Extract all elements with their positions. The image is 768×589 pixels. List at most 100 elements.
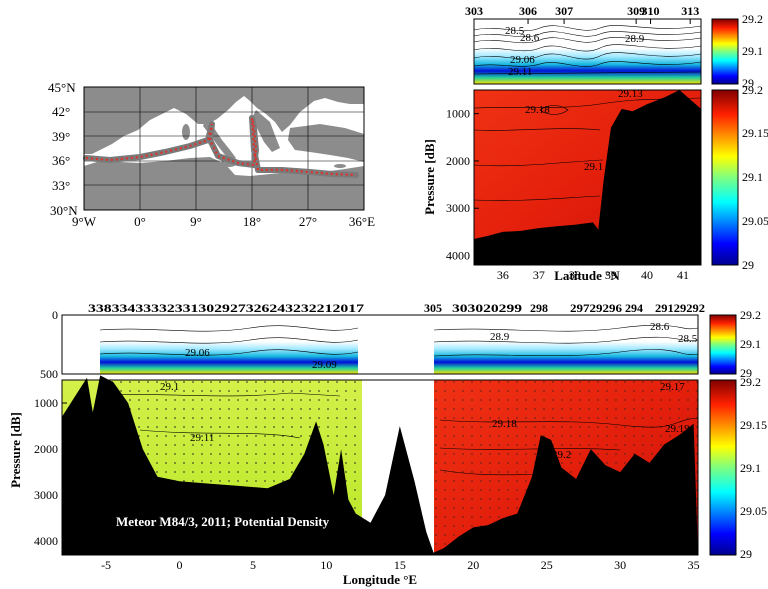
x-tick-label: 37 bbox=[533, 268, 545, 282]
contour-label: 28.9 bbox=[490, 331, 510, 343]
map-lat-label: 30°N bbox=[50, 203, 78, 218]
x-tick-label: 25 bbox=[541, 558, 553, 572]
map-lon-label: 36°E bbox=[349, 214, 375, 229]
y-tick-label: 3000 bbox=[446, 201, 470, 215]
map-land-greece bbox=[252, 110, 280, 152]
zonal-contours bbox=[99, 324, 699, 479]
zonal-station-label: 29729296 bbox=[570, 301, 622, 315]
x-tick-label: 38 bbox=[569, 268, 581, 282]
colorbar-tick: 29.2 bbox=[742, 83, 763, 97]
colorbar-tick: 29.1 bbox=[740, 461, 761, 475]
x-tick-label: 35 bbox=[688, 558, 700, 572]
contour-label: 29.06 bbox=[510, 54, 535, 66]
x-tick-label: 20 bbox=[467, 558, 479, 572]
colorbar-tick: 29.1 bbox=[740, 337, 761, 351]
colorbar-tick: 29.2 bbox=[740, 308, 761, 322]
zonal-colorbar-ticks: 29.2 29.1 29 29.2 29.15 29.1 29.05 29 bbox=[740, 308, 767, 561]
y-tick-label: 4000 bbox=[34, 534, 58, 548]
meridional-xlabel: Latitude °N bbox=[554, 268, 620, 283]
meridional-station-label: 306 bbox=[519, 4, 537, 18]
meridional-colorbar-upper bbox=[711, 18, 739, 85]
meridional-upper-frame bbox=[473, 18, 702, 85]
meridional-station-label: 313 bbox=[681, 4, 699, 18]
map-land-europe bbox=[84, 87, 364, 154]
zonal-station-label: 303020299 bbox=[452, 301, 522, 315]
zonal-station-label: 305 bbox=[424, 301, 442, 315]
x-tick-label: 5 bbox=[250, 558, 256, 572]
map-land-africa bbox=[84, 157, 364, 210]
zonal-station-label: 298 bbox=[530, 301, 548, 315]
meridional-station-label: 303 bbox=[465, 4, 483, 18]
map-lon-label: 9°W bbox=[72, 214, 97, 229]
x-tick-label: 40 bbox=[641, 268, 653, 282]
map-lon-label: 9° bbox=[190, 214, 202, 229]
colorbar-tick: 29 bbox=[740, 366, 752, 380]
map-lon-label: 18° bbox=[243, 214, 261, 229]
colorbar-tick: 29.05 bbox=[742, 214, 768, 228]
x-tick-label: 36 bbox=[497, 268, 509, 282]
zonal-colorbar-upper bbox=[709, 314, 737, 375]
colorbar-tick: 29.15 bbox=[740, 418, 767, 432]
colorbar-tick: 29.05 bbox=[740, 504, 767, 518]
y-tick-label: 0 bbox=[52, 308, 58, 322]
map-lat-labels: 30°N 33° 36° 39° 42° 45°N bbox=[48, 80, 78, 218]
meridional-bathymetry bbox=[474, 90, 701, 265]
colorbar-tick: 29.15 bbox=[742, 126, 768, 140]
meridional-station-label: 309 bbox=[627, 4, 645, 18]
map-lon-label: 27° bbox=[299, 214, 317, 229]
map-island-crete bbox=[280, 174, 300, 178]
contour-label: 29.13 bbox=[618, 88, 643, 100]
zonal-station-label: 33833433332331302927326243232212017 bbox=[88, 301, 364, 315]
map-frame bbox=[83, 86, 365, 211]
colorbar-tick: 29 bbox=[742, 258, 754, 272]
contour-label: 29.1 bbox=[160, 381, 179, 393]
contour-label: 28.9 bbox=[625, 33, 645, 45]
contour-label: 28.6 bbox=[650, 321, 670, 333]
contour-label: 29.1 bbox=[584, 161, 603, 173]
y-tick-label: 500 bbox=[40, 367, 58, 381]
x-tick-label: -5 bbox=[101, 558, 111, 572]
x-tick-label: 39 bbox=[605, 268, 617, 282]
meridional-lower-contours bbox=[473, 97, 702, 201]
zonal-colorbar-lower bbox=[709, 379, 737, 556]
map-lat-label: 33° bbox=[52, 178, 70, 193]
contour-label: 29.06 bbox=[185, 347, 210, 359]
y-tick-label: 1000 bbox=[446, 107, 470, 121]
x-tick-label: 10 bbox=[320, 558, 332, 572]
meridional-lower-frame bbox=[473, 89, 702, 266]
contour-label: 29.18 bbox=[492, 418, 517, 430]
y-tick-label: 3000 bbox=[34, 488, 58, 502]
zonal-contour-labels: 28.9 28.6 28.5 29.06 29.09 29.1 29.11 29… bbox=[160, 321, 698, 461]
contour-label: 29.18 bbox=[525, 104, 550, 116]
colorbar-tick: 29 bbox=[740, 547, 752, 561]
zonal-station-labels: 33833433332331302927326243232212017 305 … bbox=[88, 301, 705, 315]
zonal-station-label: 294 bbox=[625, 301, 643, 315]
map-lon-label: 0° bbox=[134, 214, 146, 229]
zonal-y-ticks: 0 500 1000 2000 3000 4000 bbox=[34, 308, 67, 548]
y-tick-label: 1000 bbox=[34, 396, 58, 410]
map-panel: 30°N 33° 36° 39° 42° 45°N 9°W 0° 9° 18° … bbox=[48, 80, 375, 229]
zonal-bathymetry bbox=[62, 375, 698, 555]
meridional-station-label: 307 bbox=[555, 4, 573, 18]
meridional-y-ticks: 1000 2000 3000 4000 bbox=[446, 107, 479, 263]
zonal-upper-frame bbox=[61, 314, 699, 375]
colorbar-tick: 29 bbox=[742, 76, 754, 90]
map-island-sardinia bbox=[182, 124, 190, 140]
map-lon-labels: 9°W 0° 9° 18° 27° 36°E bbox=[72, 214, 375, 229]
meridional-colorbar-ticks: 29.2 29.1 29 29.2 29.15 29.1 29.05 29 bbox=[742, 12, 768, 272]
zonal-xlabel: Longitude °E bbox=[343, 572, 417, 587]
contour-label: 29.2 bbox=[552, 449, 571, 461]
colorbar-tick: 29.1 bbox=[742, 170, 763, 184]
meridional-colorbar-lower bbox=[711, 89, 739, 266]
contour-label: 29.11 bbox=[190, 432, 214, 444]
zonal-x-ticks: -5 0 5 10 15 20 25 30 35 bbox=[101, 550, 700, 572]
x-tick-label: 0 bbox=[177, 558, 183, 572]
y-tick-label: 2000 bbox=[446, 154, 470, 168]
y-tick-label: 4000 bbox=[446, 249, 470, 263]
figure-caption: Meteor M84/3, 2011; Potential Density bbox=[116, 514, 330, 529]
contour-label: 28.5 bbox=[678, 333, 698, 345]
y-tick-label: 2000 bbox=[34, 442, 58, 456]
colorbar-tick: 29.2 bbox=[740, 375, 761, 389]
